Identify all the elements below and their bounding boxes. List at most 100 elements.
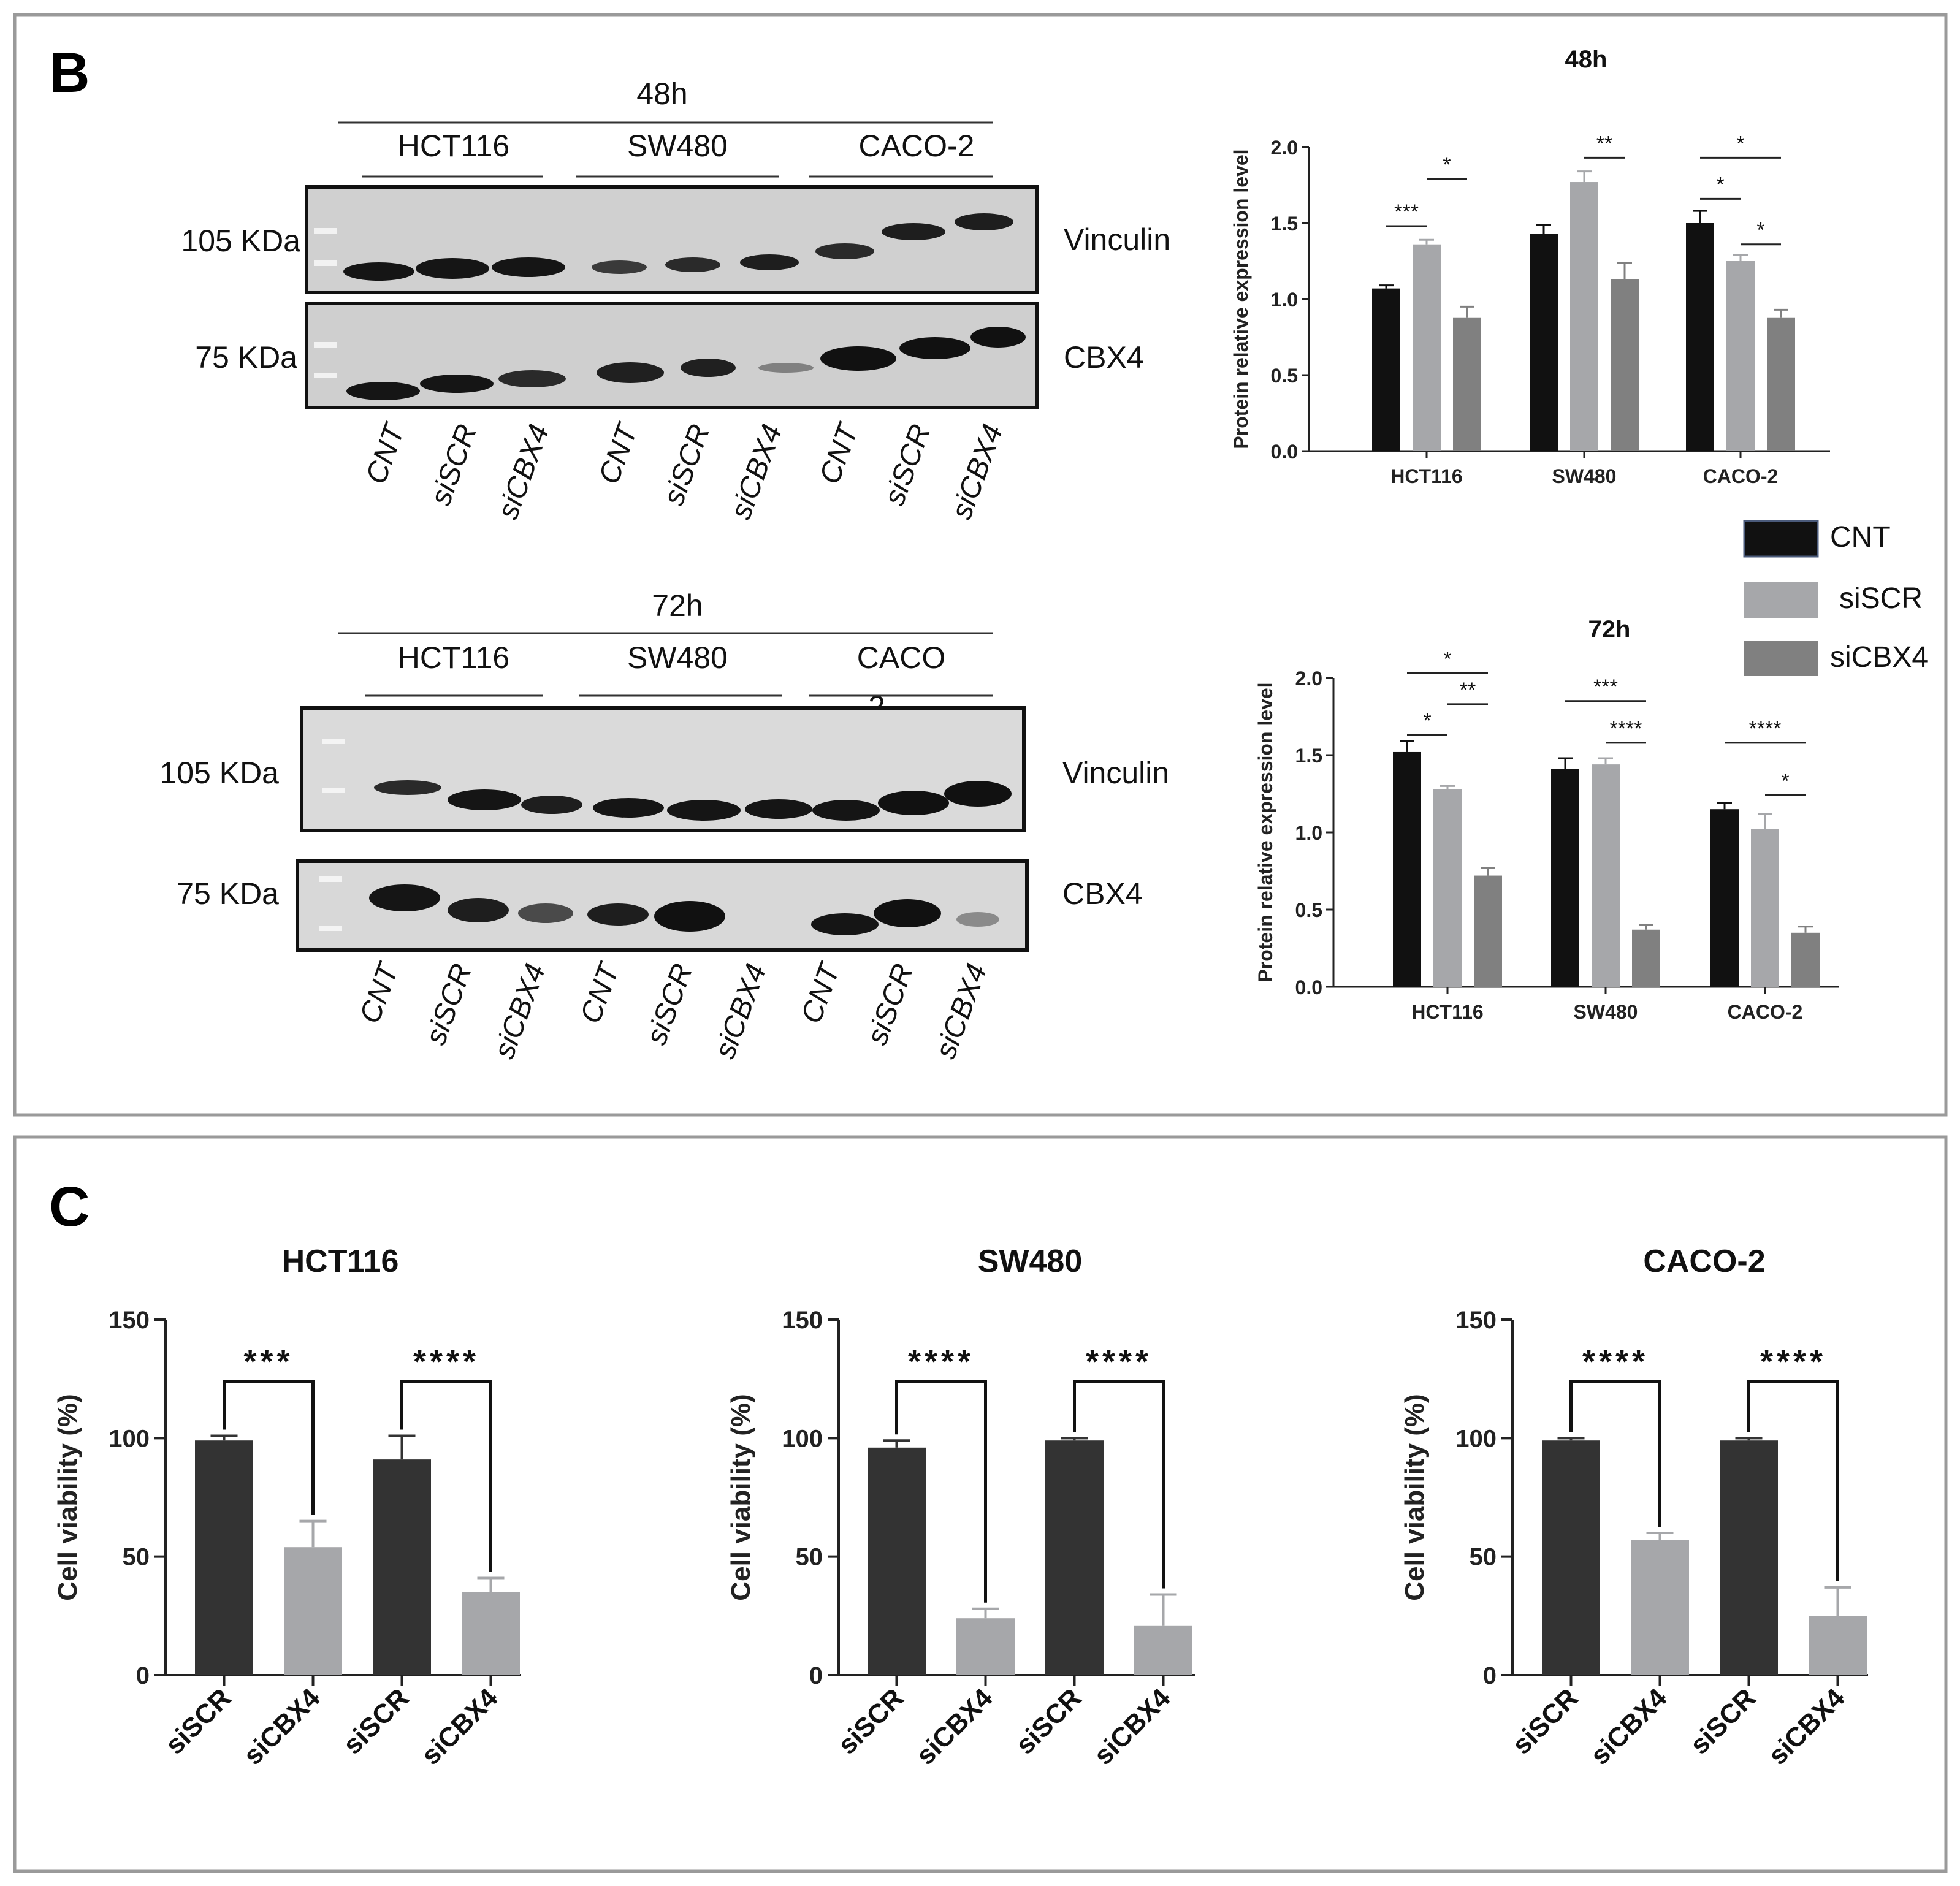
cbx4-band (956, 912, 999, 927)
significance-label: * (1716, 173, 1724, 196)
cbx4-band (654, 901, 725, 932)
ladder-band (314, 260, 337, 266)
significance-label: * (1736, 132, 1744, 155)
significance-label: **** (413, 1344, 479, 1380)
bar-cnt (1551, 769, 1579, 987)
blot-group-label: CACO-2 (859, 129, 975, 163)
blot-group-label: HCT116 (398, 129, 509, 163)
y-axis-label: Protein relative expression level (1254, 682, 1276, 982)
bar-cnt (1372, 288, 1400, 451)
x-tick-label: SW480 (1552, 465, 1617, 487)
significance-label: **** (1749, 717, 1782, 740)
vinculin-band (416, 258, 489, 279)
x-tick-label: HCT116 (1390, 465, 1462, 487)
cbx4-band (874, 899, 941, 927)
bar-siscr (373, 1459, 431, 1675)
vinculin-band (521, 796, 582, 814)
bar-siscr (1751, 829, 1779, 987)
y-tick-label: 0.5 (1295, 899, 1322, 921)
chart-48h: 48h 0.0 0.5 1.0 1.5 2.0 Protein relative expre… (1230, 46, 1830, 487)
protein-label: CBX4 (1064, 340, 1144, 375)
significance-label: * (1423, 709, 1431, 732)
vinculin-band (593, 798, 664, 818)
vinculin-band (492, 257, 565, 277)
y-axis-label: Protein relative expression level (1230, 149, 1252, 449)
bar-sicbx4 (1631, 1540, 1689, 1675)
bar-siscr (1720, 1440, 1778, 1675)
cbx4-band (346, 382, 420, 400)
y-tick-label: 2.0 (1295, 667, 1322, 690)
cbx4-band (820, 346, 896, 371)
significance-bracket (400, 1380, 492, 1572)
ladder-band (319, 926, 342, 931)
cbx4-band (420, 375, 494, 393)
marker-label: 75 KDa (195, 340, 297, 375)
legend-label: siCBX4 (1830, 641, 1928, 674)
panel-c-frame (13, 1135, 1948, 1873)
ladder-band (314, 373, 337, 378)
bar-sicbx4 (956, 1618, 1015, 1675)
y-axis-label: Cell viability (%) (726, 1394, 756, 1600)
bar-cnt (1686, 223, 1714, 451)
vinculin-band (740, 254, 799, 270)
y-tick-label: 100 (782, 1425, 823, 1452)
protein-label: CBX4 (1062, 876, 1143, 911)
bar-cnt (1530, 234, 1558, 451)
vinculin-band (944, 781, 1012, 807)
x-tick-label: CACO-2 (1703, 465, 1779, 487)
significance-label: * (1756, 219, 1764, 242)
bar-siscr (1413, 244, 1441, 451)
legend-swatch-sicbx4 (1744, 641, 1818, 676)
y-tick-label: 0.5 (1271, 365, 1298, 387)
significance-label: **** (908, 1344, 974, 1380)
significance-label: **** (1610, 717, 1642, 740)
significance-bracket (895, 1380, 987, 1603)
bar-sicbx4 (1611, 279, 1639, 451)
significance-label: **** (1760, 1344, 1826, 1380)
bar-siscr (1726, 261, 1755, 451)
legend-swatch-cnt (1743, 520, 1819, 558)
vinculin-band (955, 213, 1013, 230)
cbx4-band (597, 362, 664, 383)
x-tick-label: CACO-2 (1728, 1001, 1803, 1023)
bar-siscr (1433, 789, 1462, 987)
significance-bracket (1073, 1380, 1165, 1589)
significance-label: * (1443, 647, 1451, 671)
bar-sicbx4 (1791, 932, 1820, 987)
panel-b-letter: B (49, 42, 90, 104)
chart-title: HCT116 (282, 1244, 399, 1279)
y-tick-label: 1.0 (1271, 289, 1298, 311)
x-tick-label: SW480 (1574, 1001, 1638, 1023)
bar-sicbx4 (1453, 317, 1481, 451)
bar-sicbx4 (1632, 929, 1660, 987)
blot-group-label: CACO (857, 641, 945, 675)
significance-label: ** (1596, 132, 1612, 155)
blot-group-label: SW480 (627, 129, 728, 163)
cbx4-band (758, 363, 814, 373)
cbx4-band (681, 359, 736, 377)
bar-siscr (1592, 764, 1620, 987)
bar-siscr (195, 1440, 253, 1675)
blot-group-label: SW480 (627, 641, 728, 675)
significance-label: * (1781, 770, 1789, 793)
blot-time-label: 48h (636, 77, 687, 111)
protein-label: Vinculin (1064, 222, 1170, 257)
y-tick-label: 2.0 (1271, 137, 1298, 159)
cbx4-band (811, 913, 879, 935)
cbx4-band (970, 327, 1026, 348)
significance-label: *** (243, 1344, 293, 1380)
y-axis-label: Cell viability (%) (53, 1394, 83, 1600)
bar-cnt (1393, 751, 1421, 987)
cbx4-band (899, 337, 970, 359)
ladder-band (314, 342, 337, 348)
significance-label: **** (1086, 1344, 1152, 1380)
legend-label: siSCR (1839, 582, 1923, 615)
protein-label: Vinculin (1062, 756, 1169, 790)
marker-label: 105 KDa (181, 224, 300, 258)
marker-label: 105 KDa (159, 756, 279, 790)
y-tick-label: 1.5 (1295, 745, 1322, 767)
chart-title: 48h (1565, 46, 1607, 73)
ladder-band (319, 876, 342, 882)
